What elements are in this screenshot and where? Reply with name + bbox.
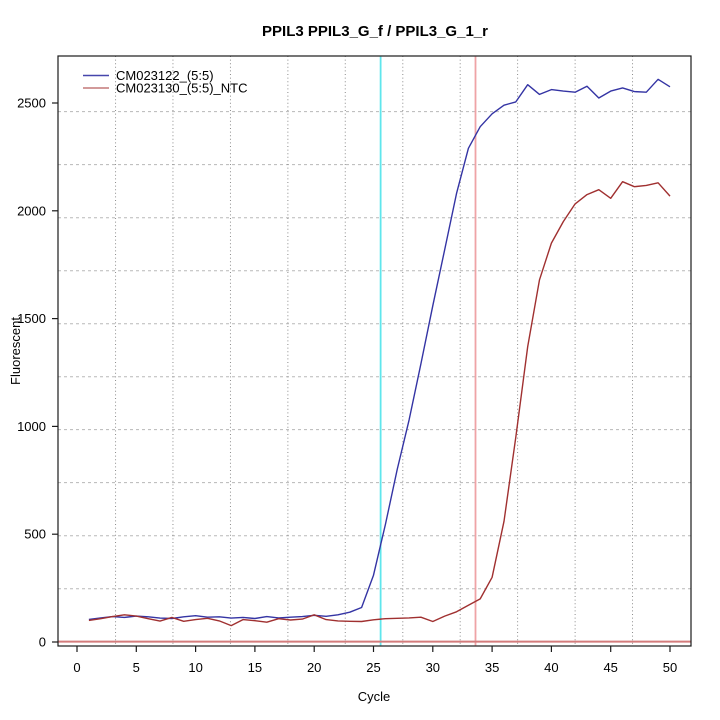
x-tick-label: 45	[603, 660, 617, 675]
y-tick-label: 0	[39, 635, 46, 650]
x-tick-label: 40	[544, 660, 558, 675]
grid-layer	[58, 56, 691, 646]
plot-area-border	[57, 55, 692, 647]
curve-sample	[88, 78, 671, 621]
chart-title: PPIL3 PPIL3_G_f / PPIL3_G_1_r	[262, 23, 488, 40]
y-axis-label: Fluorescent	[8, 317, 23, 385]
curve-ntc	[88, 180, 671, 627]
x-tick-label: 10	[188, 660, 202, 675]
y-tick-label: 2000	[17, 203, 46, 218]
curve-layer	[88, 78, 671, 627]
marker-layer	[58, 56, 691, 646]
y-tick-label: 1000	[17, 419, 46, 434]
x-tick-label: 5	[133, 660, 140, 675]
x-tick-label: 35	[485, 660, 499, 675]
x-tick-label: 30	[426, 660, 440, 675]
x-tick-label: 50	[663, 660, 677, 675]
y-tick-label: 500	[24, 527, 46, 542]
x-axis-label: Cycle	[358, 689, 391, 704]
x-tick-label: 25	[366, 660, 380, 675]
x-tick-label: 15	[248, 660, 262, 675]
x-tick-label: 20	[307, 660, 321, 675]
legend-label-ntc: CM023130_(5:5)_NTC	[116, 81, 248, 96]
y-tick-label: 2500	[17, 96, 46, 111]
legend: CM023122_(5:5) CM023130_(5:5)_NTC	[83, 68, 248, 96]
y-tick-label: 1500	[17, 311, 46, 326]
x-tick-label: 0	[73, 660, 80, 675]
legend-label-sample: CM023122_(5:5)	[116, 68, 214, 83]
